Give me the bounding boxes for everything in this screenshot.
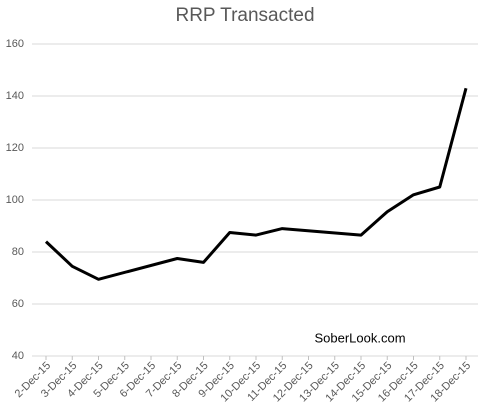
- y-tick-label: 60: [12, 298, 24, 310]
- y-tick-label: 80: [12, 246, 24, 258]
- line: [44, 87, 468, 281]
- y-tick-label: 120: [6, 142, 24, 154]
- y-tick-label: 160: [6, 38, 24, 50]
- chart-title: RRP Transacted: [175, 5, 314, 26]
- y-tick-label: 100: [6, 194, 24, 206]
- y-tick-label: 140: [6, 90, 24, 102]
- watermark: SoberLook.com: [314, 330, 405, 345]
- y-tick-label: 40: [12, 350, 24, 362]
